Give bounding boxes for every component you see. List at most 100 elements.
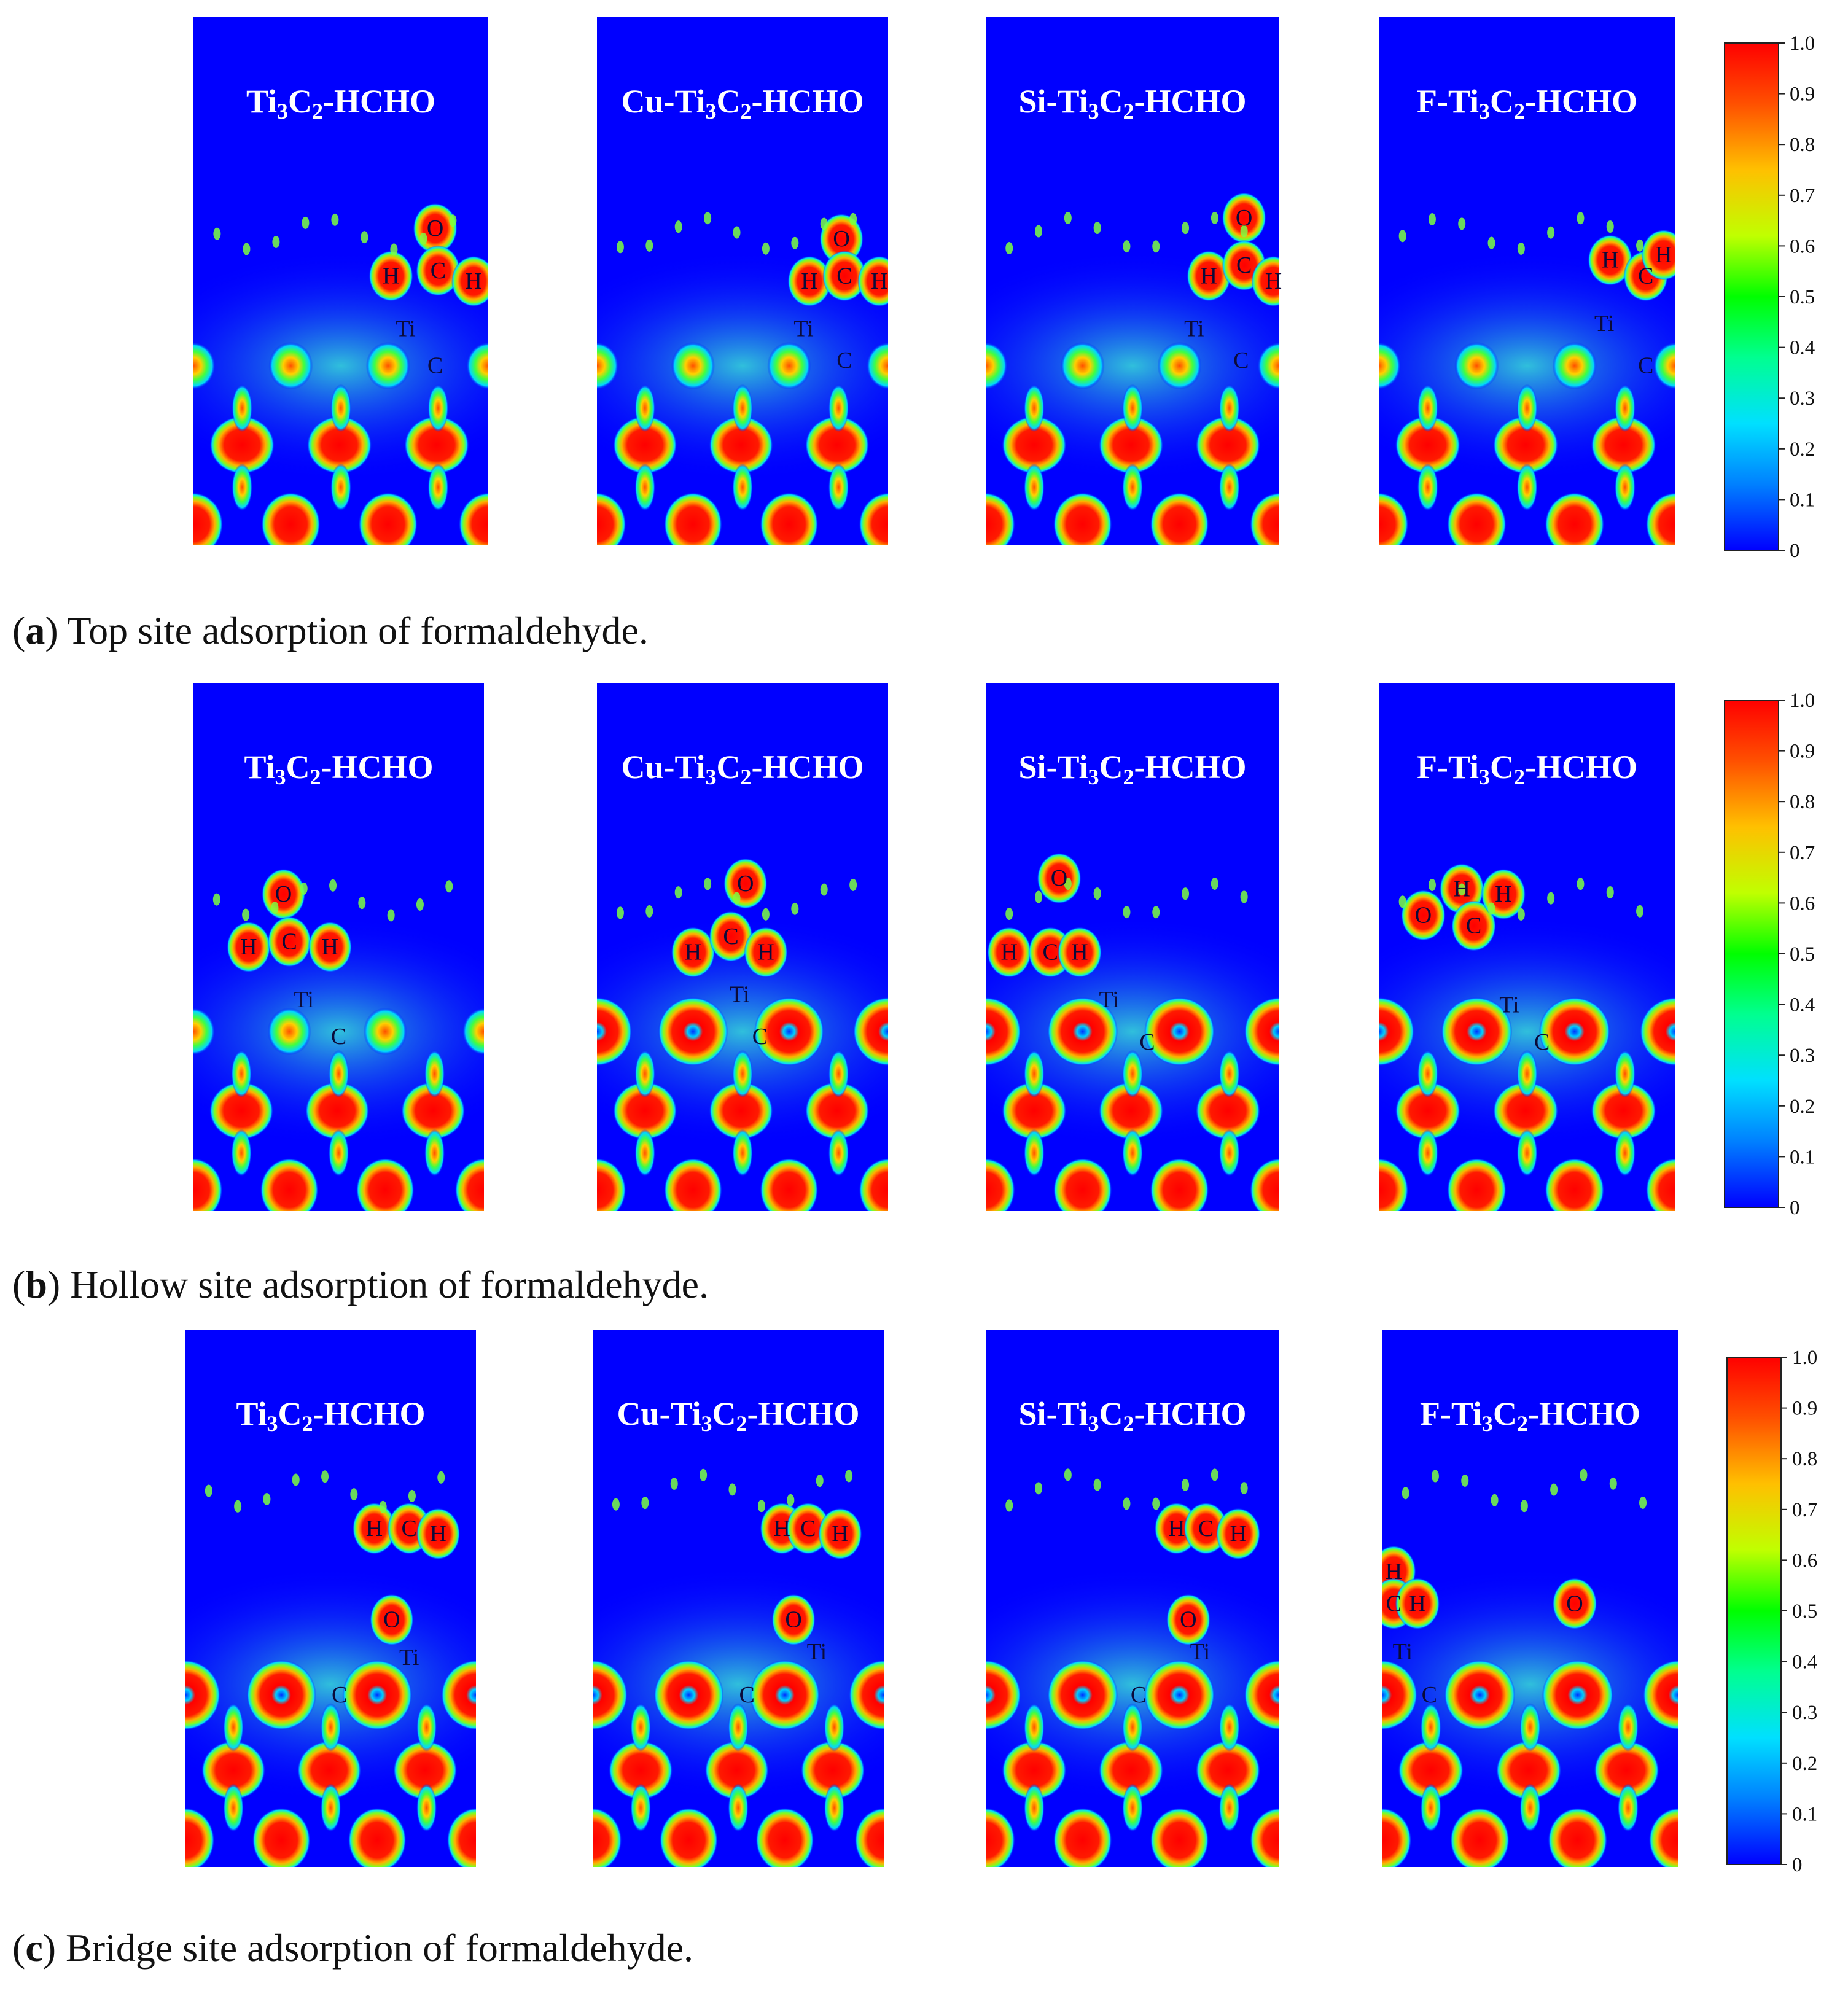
caption-a: (a) Top site adsorption of formaldehyde. [12,609,649,652]
density-speck [1520,1500,1528,1513]
density-speck [1461,1474,1469,1487]
lattice-atom [358,493,418,545]
lattice-atom [597,1158,626,1211]
colorbar-tick-label: 0.3 [1792,1702,1817,1724]
molecule-density [819,213,864,265]
density-speck [849,212,857,225]
atom-label-c: C [1131,1682,1146,1708]
atom-label-h: H [1201,263,1217,289]
atom-label-h: H [1230,1521,1246,1547]
bond-density [1420,1783,1441,1833]
lattice-atom [853,997,888,1066]
atom-label-h: H [1495,881,1511,907]
lattice-atom [1653,341,1675,390]
lattice-atom [193,1007,216,1056]
bond-density [634,1129,655,1177]
colorbar-tick-label: 0.5 [1790,943,1815,965]
lattice-atom [1545,1158,1605,1211]
molecule-density [1183,1502,1228,1554]
density-speck [390,243,398,256]
lattice-atom [609,1740,673,1800]
colorbar-tick-label: 0.1 [1790,1146,1815,1168]
atom-label-ti: Ti [1190,1639,1210,1665]
density-speck [1431,1470,1439,1483]
atom-label-h: H [1655,242,1672,268]
atom-label-o: O [1051,865,1067,891]
bond-density [1417,384,1438,432]
atom-label-ti: Ti [1594,311,1614,337]
colorbar-tick-label: 0 [1792,1854,1803,1876]
bond-density [732,384,753,432]
density-speck [1211,1468,1218,1481]
lattice-atom [342,1660,412,1730]
molecule-density [352,1502,396,1554]
lattice-atom [1195,1081,1260,1140]
atom-label-ti: Ti [730,981,749,1007]
density-speck [1606,886,1614,898]
atom-label-c: C [800,1516,816,1541]
bond-density [1614,1129,1636,1177]
lattice-atom [1150,1807,1209,1867]
atom-label-c: C [752,1024,768,1050]
bond-density [1122,463,1143,512]
density-speck [700,1468,708,1481]
atom-label-c: C [1422,1682,1437,1708]
molecule-density [787,255,832,307]
molecule-density [1552,1578,1597,1630]
lattice-atom [1257,341,1279,390]
lattice-atom [1538,997,1610,1066]
molecule-density [1037,852,1082,904]
molecule-density [1187,251,1231,302]
atom-label-o: O [383,1607,400,1633]
bond-density [1024,384,1045,432]
bond-density [732,1129,753,1177]
lattice-atom [1591,416,1656,474]
caption-c-letter: c [25,1926,43,1970]
bond-density [232,384,253,432]
density-speck [1152,240,1160,253]
bond-density [1219,1703,1240,1752]
colorbars: 1.0 0.9 0.8 0.7 0.6 0.5 0.4 0.3 0.2 0.1 0 1.0 0.9 0.8… [1724,33,1817,1876]
density-speck [358,897,366,910]
bond-density [1617,1783,1639,1833]
atom-label-c: C [281,929,297,954]
lattice-atom [1099,416,1164,474]
lattice-atom [754,997,824,1066]
bond-density [634,384,655,432]
bond-density [427,384,449,432]
atom-label-h: H [1409,1591,1425,1616]
atom-label-c: C [431,258,446,284]
density-speck [1398,895,1406,908]
atom-label-h: H [685,940,701,965]
lattice-atom [1444,1660,1516,1730]
bond-density [1516,463,1538,512]
lattice-atom [441,1660,476,1730]
lattice-atom [462,1007,484,1056]
lattice-atom [1382,1660,1417,1730]
molecule-density [1641,229,1675,281]
density-speck [1487,902,1495,915]
density-speck [242,908,250,921]
bond-density [1024,1050,1045,1098]
lattice-atom [1545,493,1605,545]
atom-label-o: O [1566,1591,1583,1616]
map-density [986,192,1279,545]
bond-density [630,1783,651,1833]
colorbar-tick-label: 1.0 [1792,1347,1817,1369]
lattice-atom [268,341,313,390]
molecule-density [1216,1508,1260,1560]
lattice-atom [900,1740,964,1799]
molecule-density [1251,255,1279,307]
lattice-atom [1542,1660,1613,1730]
colorbar-tick-label: 0.6 [1792,1549,1817,1572]
density-speck [1491,1494,1499,1506]
density-speck [1123,1497,1131,1510]
molecule-density [416,245,461,297]
lattice-atom [1250,1158,1279,1211]
lattice-atom [1144,997,1215,1066]
density-speck [1211,877,1218,890]
density-speck [300,882,308,895]
bond-density [1122,1703,1143,1752]
